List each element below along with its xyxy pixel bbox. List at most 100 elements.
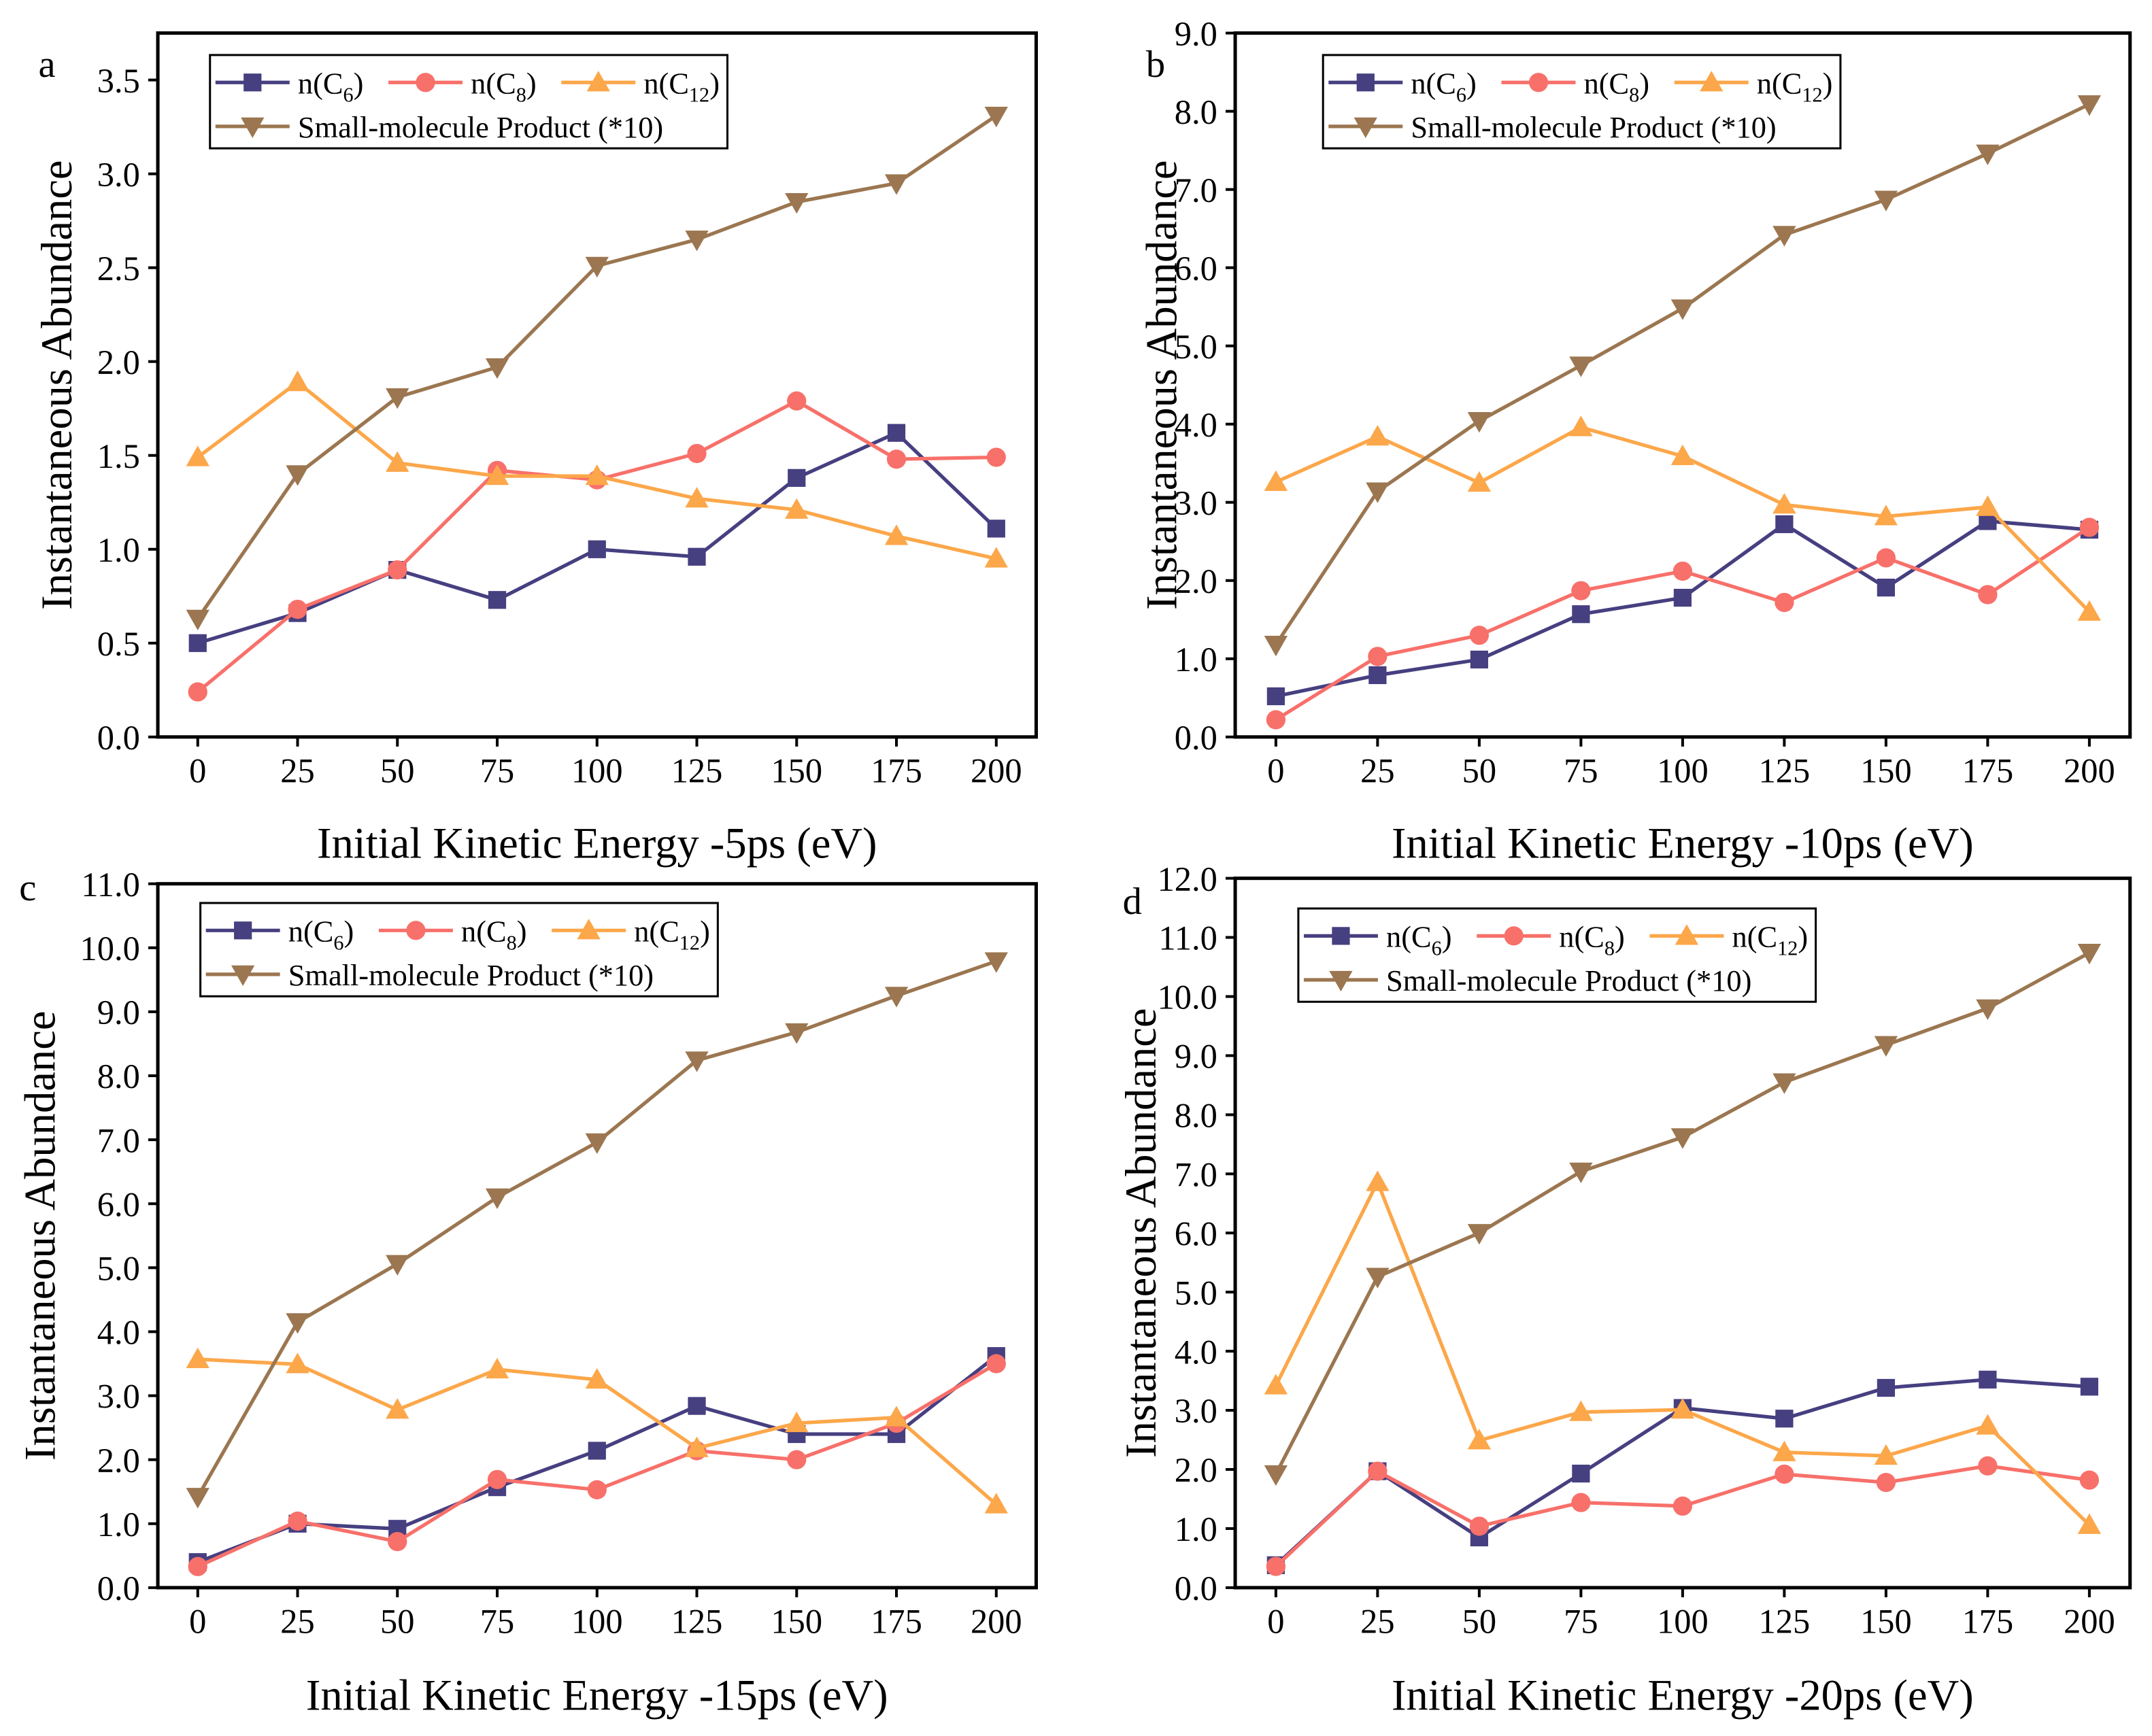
data-point-sp (2077, 944, 2102, 965)
legend-label-main: n(C (298, 66, 343, 100)
x-tick-label: 50 (380, 1602, 414, 1640)
legend-label: n(C8) (461, 914, 526, 954)
x-tick-label: 50 (1462, 1602, 1496, 1640)
data-point-sp (1366, 482, 1390, 503)
x-tick-label: 200 (2064, 751, 2115, 789)
legend-label-main: n(C (461, 914, 507, 948)
y-tick-label: 6.0 (1175, 1214, 1217, 1253)
data-point-sp (485, 1188, 509, 1209)
x-tick-label: 150 (1860, 751, 1912, 789)
x-axis-label: Initial Kinetic Energy -10ps (eV) (1392, 818, 1974, 867)
data-point-sp (1467, 1224, 1492, 1245)
data-point-sp (984, 952, 1008, 973)
legend-label-close: ) (1442, 920, 1452, 954)
data-point-c8 (388, 560, 407, 580)
data-point-sp (1569, 1162, 1593, 1183)
y-tick-label: 10.0 (1158, 978, 1217, 1017)
y-tick-label: 7.0 (1175, 1155, 1217, 1193)
legend-marker (1329, 970, 1353, 992)
y-tick-label: 10.0 (80, 930, 140, 968)
legend-label: Small-molecule Product (*10) (1386, 964, 1751, 998)
x-tick-label: 125 (1759, 1602, 1811, 1640)
legend-label-main: Small-molecule Product (*10) (1411, 110, 1776, 144)
data-point-sp (186, 609, 209, 631)
data-point-c6 (1877, 1378, 1896, 1397)
legend-label: n(C6) (298, 66, 363, 106)
y-tick-label: 2.0 (97, 343, 140, 381)
series-line-c6 (1275, 519, 2090, 698)
legend-label: Small-molecule Product (*10) (298, 110, 663, 144)
legend-item-c6: n(C6) (1303, 920, 1452, 960)
data-point-c8 (1775, 1464, 1794, 1484)
y-tick-label: 4.0 (97, 1314, 140, 1352)
series-line-c8 (1275, 526, 2091, 721)
legend-label: Small-molecule Product (*10) (1411, 110, 1776, 144)
data-point-c8 (1672, 561, 1693, 581)
data-point-sp (685, 1051, 709, 1072)
data-point-sp (186, 1488, 209, 1509)
data-point-sp (1264, 635, 1288, 657)
x-tick-label: 175 (1962, 751, 2014, 789)
legend-label-subscript: 6 (1456, 84, 1466, 107)
series-line-c8 (1275, 1464, 2090, 1568)
data-point-c8 (986, 447, 1006, 467)
data-point-c12 (685, 1436, 709, 1457)
legend-label-main: Small-molecule Product (*10) (298, 110, 663, 144)
x-tick-label: 100 (571, 751, 623, 789)
y-tick-label: 8.0 (1175, 93, 1217, 131)
data-point-c6 (1266, 687, 1285, 706)
data-point-c8 (2079, 517, 2100, 537)
legend: n(C6) n(C8) n(C12)Small-molecule Product (… (1322, 54, 1842, 150)
legend-label-close: ) (517, 914, 527, 948)
legend-label: n(C12) (643, 66, 720, 106)
y-tick-label: 5.0 (97, 1249, 140, 1287)
data-point-c6 (488, 591, 507, 609)
y-axis-label: Instantaneous Abundance (1137, 160, 1186, 610)
x-tick-label: 150 (1860, 1602, 1912, 1640)
data-point-sp (585, 1133, 609, 1155)
legend-item-c6: n(C6) (215, 66, 363, 107)
chart-panel-b: 0 25 50 75 100 125 150 175 200 0.0 1.0 2.0 3.0 4.0 5.0… (1137, 15, 2132, 867)
series-c6 (188, 424, 1005, 652)
legend-marker (586, 71, 610, 92)
y-tick-label: 0.0 (1175, 1569, 1217, 1607)
legend-label-subscript: 6 (343, 84, 353, 107)
data-point-sp (286, 1313, 309, 1334)
data-point-sp (984, 106, 1008, 128)
series-sp (186, 952, 1008, 1509)
series-c12 (1264, 1170, 2102, 1534)
legend-label: n(C8) (471, 66, 536, 106)
y-tick-label: 2.5 (97, 250, 140, 288)
x-axis-label: Initial Kinetic Energy -5ps (eV) (317, 818, 877, 867)
data-point-sp (1670, 299, 1695, 320)
data-point-c8 (986, 1354, 1006, 1374)
legend-marker (1528, 73, 1549, 92)
data-point-c6 (987, 520, 1005, 538)
legend-label-subscript: 8 (1604, 937, 1615, 960)
data-point-c12 (785, 1411, 809, 1433)
data-point-sp (884, 174, 909, 195)
series-line-sp (196, 959, 997, 1498)
data-point-c6 (1673, 588, 1692, 607)
legend-item-sp: Small-molecule Product (*10) (215, 110, 663, 144)
y-tick-label: 3.0 (1175, 1392, 1217, 1430)
legend-item-sp: Small-molecule Product (*10) (205, 958, 654, 992)
legend-label-main: n(C (643, 66, 689, 100)
y-tick-label: 2.0 (1175, 562, 1217, 600)
data-point-c12 (186, 1347, 209, 1369)
legend-label-close: ) (1466, 66, 1477, 100)
legend-marker (416, 73, 435, 92)
x-tick-label: 125 (671, 1602, 723, 1640)
y-tick-label: 1.0 (1175, 1510, 1217, 1548)
data-point-sp (2077, 95, 2102, 116)
data-point-c8 (188, 1556, 207, 1576)
data-point-c12 (984, 547, 1008, 568)
legend-label: Small-molecule Product (*10) (288, 958, 654, 992)
legend-label: n(C6) (1386, 920, 1451, 960)
legend: n(C6) n(C8) n(C12)Small-molecule Product (… (199, 902, 719, 998)
data-point-c12 (2077, 1513, 2102, 1534)
data-point-c6 (1368, 666, 1387, 685)
y-tick-label: 0.5 (97, 625, 140, 663)
chart-panel-a: 0 25 50 75 100 125 150 175 200 0.0 0.5 1.0 1.5 2.0 2.5… (32, 31, 1039, 867)
data-point-c8 (787, 391, 807, 411)
